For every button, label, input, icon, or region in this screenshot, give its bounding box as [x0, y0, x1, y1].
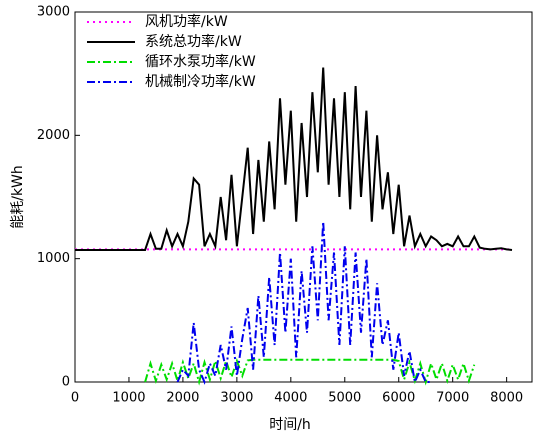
y-tick-label: 1000: [37, 251, 70, 266]
x-tick-label: 6000: [382, 391, 415, 406]
legend-label: 机械制冷功率/kW: [145, 73, 256, 90]
legend-label: 风机功率/kW: [145, 13, 228, 30]
x-tick-label: 1000: [112, 391, 145, 406]
legend-label: 循环水泵功率/kW: [145, 53, 256, 70]
series-line: [75, 67, 513, 251]
x-tick-label: 3000: [220, 391, 253, 406]
plot-frame: [74, 11, 533, 383]
x-tick-label: 5000: [328, 391, 361, 406]
x-tick-label: 8000: [490, 391, 523, 406]
x-tick-label: 7000: [436, 391, 469, 406]
y-axis-label: 能耗/kWh: [10, 165, 26, 229]
legend-label: 系统总功率/kW: [145, 33, 242, 50]
x-axis-label: 时间/h: [269, 417, 311, 433]
series-line: [176, 221, 432, 386]
x-tick-label: 2000: [166, 391, 199, 406]
x-tick-label: 0: [71, 391, 79, 406]
y-tick-label: 3000: [37, 5, 70, 20]
x-tick-label: 4000: [274, 391, 307, 406]
y-tick-label: 0: [62, 375, 70, 390]
y-tick-label: 2000: [37, 128, 70, 143]
series-line: [144, 357, 476, 386]
